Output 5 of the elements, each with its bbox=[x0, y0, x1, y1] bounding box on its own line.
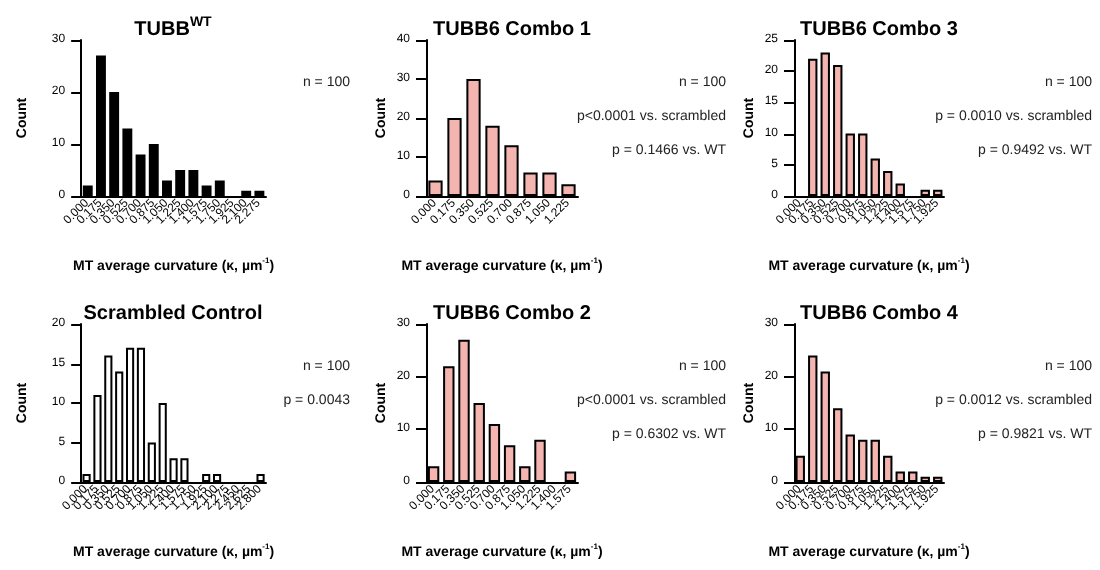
chart-title: Scrambled Control bbox=[83, 303, 263, 325]
chart-title: TUBB6 Combo 4 bbox=[800, 303, 959, 325]
chart-title: TUBB6 Combo 1 bbox=[433, 19, 592, 41]
chart-title: TUBB6 Combo 2 bbox=[433, 303, 592, 325]
chart-title: TUBB6 Combo 3 bbox=[800, 19, 959, 41]
